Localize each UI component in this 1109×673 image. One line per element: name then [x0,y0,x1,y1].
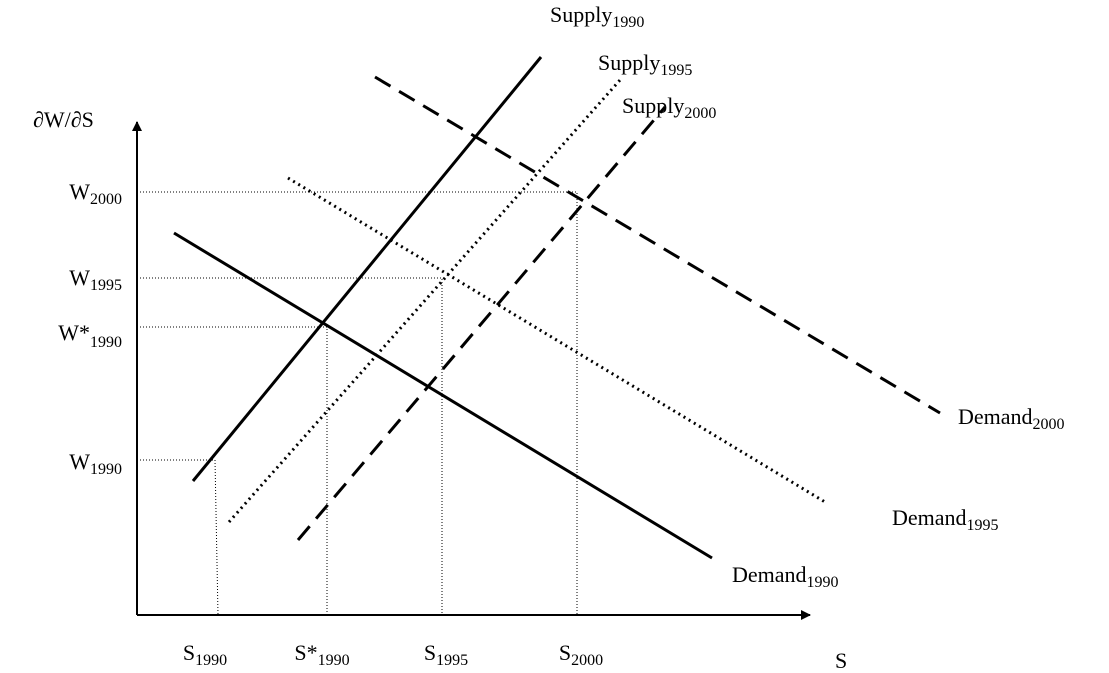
x-label: S*1990 [294,640,349,669]
y-label: W1995 [69,265,122,294]
label-sub: 1990 [612,14,644,31]
x-axis-title: S [835,648,847,673]
label-sub: 1990 [90,334,122,351]
guide-1995 [137,277,443,615]
x-label: S2000 [559,640,603,669]
curve-label: Demand1990 [732,562,839,591]
guide-2000 [137,191,578,615]
label-main: Supply [598,50,660,75]
label-sub: 1990 [318,652,350,669]
label-sub: 1995 [967,517,999,534]
label-sub: 2000 [1033,416,1065,433]
y-axis-title: ∂W/∂S [33,107,94,132]
curve-label: Demand1995 [892,505,999,534]
guide-equilibrium-1990 [137,326,328,615]
y-label: W2000 [69,179,122,208]
label-sub: 1995 [660,62,692,79]
x-label: S1990 [183,640,227,669]
demand-2000-line [374,75,941,415]
y-label: W*1990 [58,320,122,351]
curve-label: Supply2000 [622,93,716,122]
label-main: S* [294,640,317,665]
label-sub: 2000 [90,191,122,208]
label-main: W* [58,320,90,345]
supply-2000-line [296,106,667,541]
curve-label: Supply1995 [598,50,692,79]
x-label: S1995 [424,640,468,669]
y-label: W1990 [69,449,122,478]
curve-label: Demand2000 [958,404,1065,433]
label-main: S [424,640,436,665]
demand-1995-line [287,176,826,504]
label-sub: 1995 [436,652,468,669]
label-main: S [559,640,571,665]
supply-1995-line [227,79,622,523]
label-sub: 2000 [684,105,716,122]
label-sub: 1990 [195,652,227,669]
label-sub: 1990 [807,574,839,591]
label-main: S [183,640,195,665]
label-sub: 1990 [90,461,122,478]
label-main: Demand [732,562,807,587]
label-main: Demand [892,505,967,530]
label-sub: 1995 [90,277,122,294]
label-main: W [69,449,90,474]
supply-1990-line [191,56,543,482]
curve-label: Supply1990 [550,2,644,31]
label-main: Demand [958,404,1033,429]
demand-1990-line [173,231,713,560]
label-main: Supply [622,93,684,118]
label-sub: 2000 [571,652,603,669]
guide-1990 [137,459,219,616]
label-main: Supply [550,2,612,27]
label-main: W [69,265,90,290]
label-main: W [69,179,90,204]
